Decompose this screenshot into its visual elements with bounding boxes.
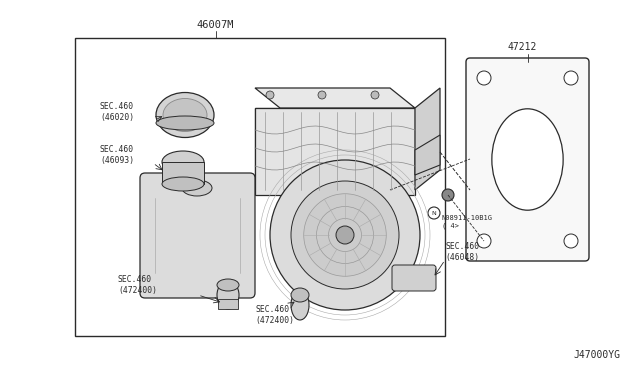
Circle shape [317, 206, 374, 263]
Polygon shape [255, 108, 415, 195]
Ellipse shape [492, 109, 563, 210]
Circle shape [371, 91, 379, 99]
Ellipse shape [182, 180, 212, 196]
Text: 47212: 47212 [508, 42, 537, 52]
Ellipse shape [162, 151, 204, 173]
FancyBboxPatch shape [466, 58, 589, 261]
Ellipse shape [291, 290, 309, 320]
FancyBboxPatch shape [392, 265, 436, 291]
Text: N: N [431, 211, 436, 215]
Polygon shape [255, 88, 415, 108]
Circle shape [318, 91, 326, 99]
Circle shape [266, 91, 274, 99]
Text: 46007M: 46007M [197, 20, 234, 30]
Circle shape [328, 218, 362, 251]
Circle shape [291, 181, 399, 289]
Text: SEC.460
(46020): SEC.460 (46020) [100, 102, 134, 122]
Circle shape [564, 71, 578, 85]
Circle shape [477, 71, 491, 85]
Text: J47000YG: J47000YG [573, 350, 620, 360]
Circle shape [564, 234, 578, 248]
Ellipse shape [162, 177, 204, 191]
Text: SEC.460
(46093): SEC.460 (46093) [100, 145, 134, 165]
Text: N08911-10B1G
( 4>: N08911-10B1G ( 4> [442, 215, 493, 228]
Text: SEC.460
(472400): SEC.460 (472400) [255, 305, 294, 325]
Ellipse shape [217, 281, 239, 309]
Ellipse shape [156, 93, 214, 138]
Circle shape [336, 226, 354, 244]
Polygon shape [255, 108, 280, 190]
Ellipse shape [156, 116, 214, 130]
Bar [218, 299, 238, 309]
Text: SEC.460
(472400): SEC.460 (472400) [118, 275, 157, 295]
Ellipse shape [217, 279, 239, 291]
Bar [75, 38, 445, 336]
Circle shape [270, 160, 420, 310]
Bar [162, 162, 204, 184]
Ellipse shape [291, 288, 309, 302]
Polygon shape [415, 88, 440, 190]
FancyBboxPatch shape [140, 173, 255, 298]
Ellipse shape [163, 99, 207, 131]
Polygon shape [415, 135, 440, 175]
Circle shape [442, 189, 454, 201]
Text: SEC.460
(46048): SEC.460 (46048) [445, 242, 479, 262]
Circle shape [477, 234, 491, 248]
Circle shape [304, 194, 387, 276]
